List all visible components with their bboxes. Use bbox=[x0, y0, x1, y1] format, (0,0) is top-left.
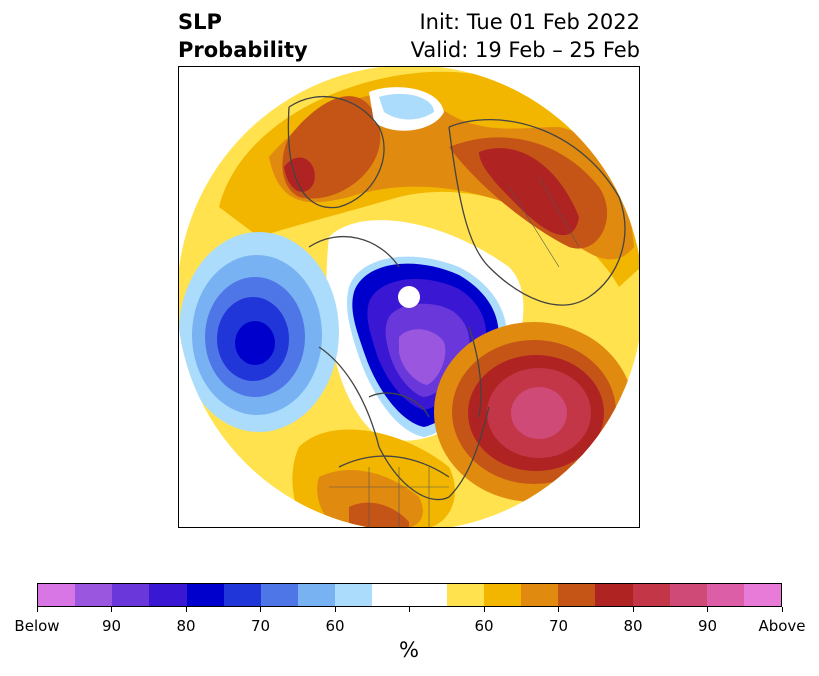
coastlines bbox=[287, 95, 626, 501]
probability-field bbox=[179, 67, 639, 527]
colorbar-cell bbox=[521, 584, 559, 606]
colorbar-tick bbox=[558, 607, 559, 612]
colorbar-cell bbox=[632, 584, 670, 606]
above-80-siberia bbox=[479, 148, 579, 236]
init-date: Init: Tue 01 Feb 2022 bbox=[419, 10, 640, 34]
colorbar-tick bbox=[334, 607, 336, 612]
colorbar-tick-label: 70 bbox=[548, 617, 569, 635]
colorbar-cell bbox=[298, 584, 336, 606]
colorbar-tick-label: Above bbox=[758, 617, 806, 635]
colorbar-cell bbox=[38, 584, 76, 606]
colorbar-cell bbox=[743, 584, 782, 606]
colorbar-cell bbox=[595, 584, 633, 606]
colorbar-tick bbox=[707, 607, 708, 612]
polar-map bbox=[178, 66, 640, 528]
valid-range: Valid: 19 Feb – 25 Feb bbox=[410, 38, 640, 62]
colorbar-cell bbox=[558, 584, 596, 606]
colorbar-tick-label: 90 bbox=[101, 617, 122, 635]
colorbar-unit: % bbox=[399, 638, 419, 662]
below-60-north bbox=[379, 93, 434, 120]
colorbar-tick bbox=[632, 607, 634, 612]
above-90-atlantic bbox=[511, 387, 567, 439]
title-probability: Probability bbox=[178, 38, 308, 62]
colorbar-cell bbox=[112, 584, 150, 606]
colorbar-tick bbox=[111, 607, 112, 612]
colorbar-cell bbox=[446, 584, 484, 606]
colorbar-cell bbox=[223, 584, 261, 606]
colorbar-cell bbox=[483, 584, 522, 606]
colorbar-tick bbox=[409, 607, 410, 612]
borders bbox=[329, 176, 580, 527]
below-85-pacific bbox=[235, 321, 275, 365]
colorbar-cell bbox=[669, 584, 707, 606]
colorbar-tick bbox=[185, 607, 187, 612]
colorbar-tick bbox=[483, 607, 485, 612]
colorbar-tick bbox=[36, 607, 38, 612]
colorbar-cell bbox=[260, 584, 299, 606]
below-97-arctic bbox=[399, 329, 446, 385]
colorbar-tick-label: 90 bbox=[697, 617, 718, 635]
title-variable: SLP bbox=[178, 10, 222, 34]
colorbar-tick-label: 60 bbox=[474, 617, 494, 635]
colorbar-cell bbox=[186, 584, 224, 606]
colorbar-tick-label: 70 bbox=[250, 617, 271, 635]
title-left: SLP Probability bbox=[178, 8, 308, 64]
above-75-us bbox=[349, 502, 409, 527]
colorbar-cell bbox=[706, 584, 744, 606]
colorbar-cell bbox=[149, 584, 187, 606]
colorbar-tick-label: Below bbox=[14, 617, 60, 635]
colorbar-cell bbox=[372, 584, 410, 606]
colorbar bbox=[37, 583, 782, 607]
map-graphic bbox=[179, 67, 639, 527]
colorbar-tick bbox=[781, 607, 783, 612]
colorbar-tick-label: 80 bbox=[176, 617, 196, 635]
colorbar-cell bbox=[75, 584, 113, 606]
pole-hole bbox=[398, 286, 420, 308]
colorbar-tick bbox=[260, 607, 261, 612]
title-right: Init: Tue 01 Feb 2022 Valid: 19 Feb – 25… bbox=[411, 8, 640, 64]
colorbar-tick-label: 60 bbox=[325, 617, 345, 635]
colorbar-tick-label: 80 bbox=[623, 617, 643, 635]
colorbar-cell bbox=[335, 584, 373, 606]
colorbar-cell bbox=[409, 584, 447, 606]
